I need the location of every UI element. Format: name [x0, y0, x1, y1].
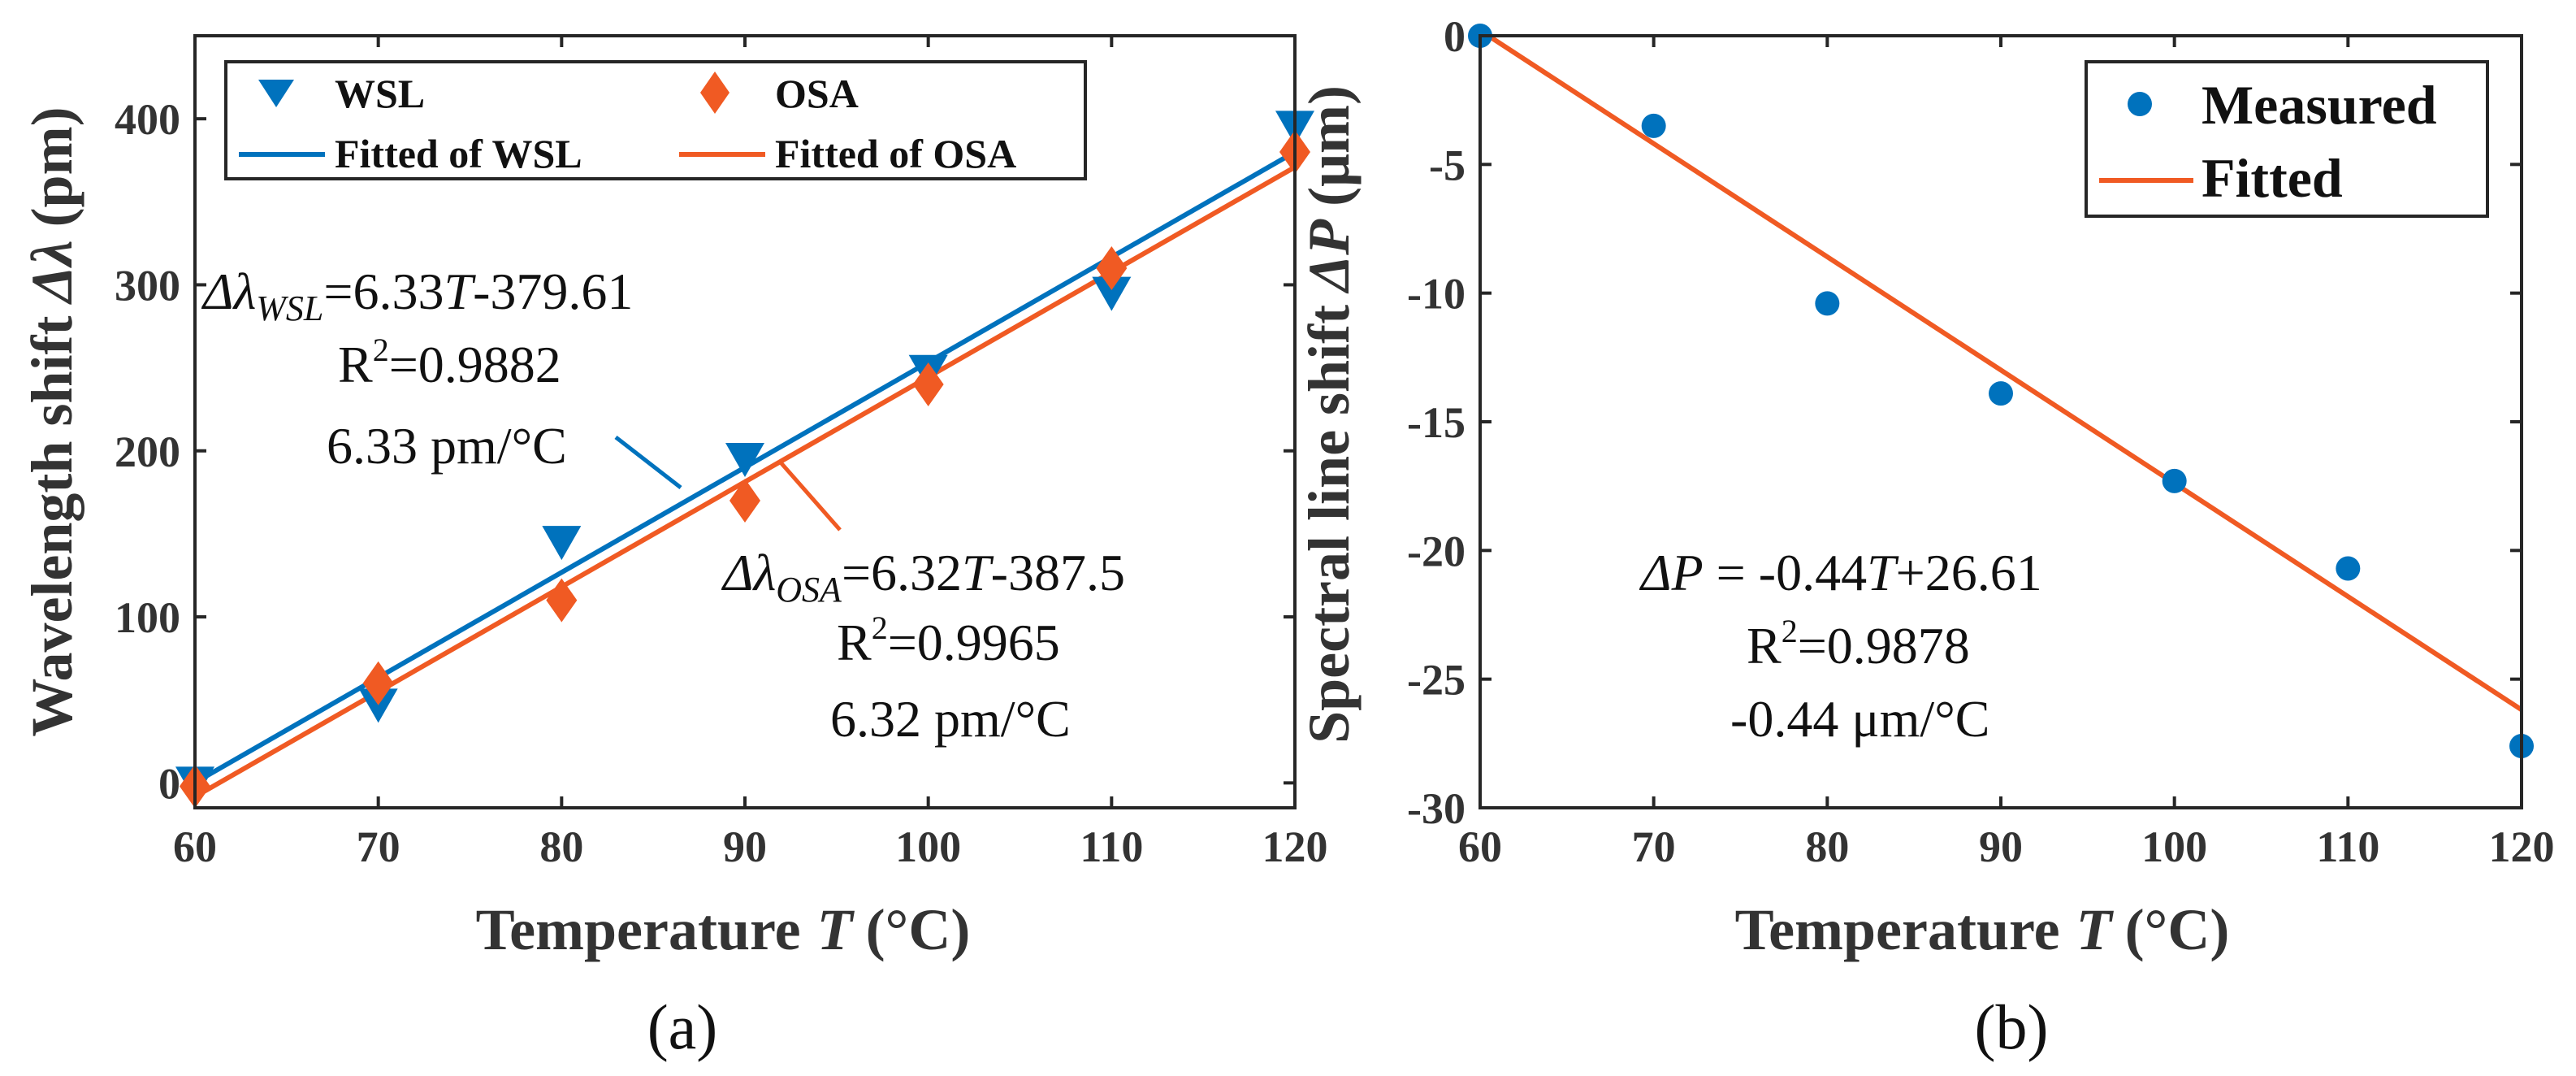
panel-b-x-axis-label: Temperature T (°C) — [1735, 897, 2230, 962]
panel-b: 60 70 80 90 100 110 120 0 -5 -10 -15 -20 -25 -30 Spec… — [1297, 12, 2555, 1062]
b-sensitivity: -0.44 μm/°C — [1730, 690, 1989, 748]
panel-a-y-tick-label: 400 — [115, 95, 180, 144]
panel-b-y-tick-label: -25 — [1407, 656, 1466, 705]
panel-b-measured-point — [2336, 556, 2361, 581]
panel-a-legend-box — [224, 60, 1087, 180]
panel-a-y-tick-label: 100 — [115, 593, 180, 642]
panel-b-x-tick-label: 110 — [2316, 822, 2379, 871]
panel-b-x-tick-label: 70 — [1632, 822, 1676, 871]
panel-b-annotation: ΔP = -0.44T+26.61 R2=0.9878 -0.44 μm/°C — [1639, 544, 2042, 748]
panel-b-fit-line-0 — [1478, 28, 2523, 712]
panel-a-x-axis-label: Temperature T (°C) — [476, 897, 971, 962]
panel-a-osa-point — [730, 479, 760, 523]
panel-a-x-tick-label: 80 — [539, 822, 583, 871]
panel-b-y-tick-label: -10 — [1407, 270, 1466, 319]
panel-b-measured-point — [1815, 291, 1840, 316]
panel-b-x-tick-label: 120 — [2489, 822, 2555, 871]
panel-a-osa-point — [362, 661, 394, 705]
panel-a-wsl-point — [542, 526, 582, 561]
panel-a-wsl-point — [725, 442, 764, 477]
legend-osa-marker — [700, 72, 730, 114]
panel-a-osa-point — [912, 362, 944, 407]
panel-a-y-axis-label: Wavelength shiftΔλ(pm) — [19, 106, 84, 736]
panel-a-x-tick-label: 100 — [895, 822, 961, 871]
panel-b-legend: Measured Fitted — [2085, 60, 2489, 218]
wsl-r2: R2=0.9882 — [338, 332, 561, 393]
panel-a-wsl-point — [1092, 276, 1132, 311]
panel-a-x-tick-label: 110 — [1080, 822, 1143, 871]
panel-b-x-tick-label: 90 — [1979, 822, 2023, 871]
legend-fitted-label: Fitted — [2202, 147, 2343, 209]
panel-a-wsl-point — [358, 688, 398, 723]
panel-a-x-tick-label: 60 — [173, 822, 217, 871]
panel-a-y-tick-label: 200 — [115, 427, 180, 476]
osa-sensitivity: 6.32 pm/°C — [830, 690, 1071, 748]
panel-b-y-tick-label: -15 — [1407, 398, 1466, 447]
panel-b-measured-point — [1641, 113, 1666, 138]
legend-wsl-label: WSL — [335, 71, 425, 116]
legend-fit-wsl-label: Fitted of WSL — [335, 131, 582, 176]
osa-annotation-arrow — [778, 460, 842, 531]
panel-a-annotation-wsl: ΔλWSL=6.33T-379.61 R2=0.9882 6.33 pm/°C — [201, 262, 682, 489]
panel-b-x-tick-label: 60 — [1458, 822, 1502, 871]
panel-a-x-tick-label: 90 — [723, 822, 767, 871]
legend-measured-marker — [2128, 92, 2152, 116]
panel-b-y-tick-label: -30 — [1407, 784, 1466, 833]
legend-wsl-marker — [258, 80, 294, 107]
panel-b-measured-point — [1989, 381, 2013, 406]
wsl-equation: ΔλWSL=6.33T-379.61 — [201, 262, 633, 328]
panel-b-caption: (b) — [1975, 991, 2049, 1062]
wsl-sensitivity: 6.33 pm/°C — [327, 417, 567, 475]
panel-a-osa-point — [546, 578, 578, 623]
panel-a-x-tick-label: 120 — [1262, 822, 1328, 871]
panel-a-caption: (a) — [647, 991, 718, 1062]
b-equation: ΔP = -0.44T+26.61 — [1639, 544, 2042, 601]
osa-r2: R2=0.9965 — [837, 610, 1060, 671]
panel-b-y-tick-label: -20 — [1407, 527, 1466, 575]
panel-b-x-tick-label: 80 — [1805, 822, 1849, 871]
panel-b-x-tick-label: 100 — [2141, 822, 2207, 871]
panel-b-plot-frame — [1478, 34, 2523, 809]
osa-equation: ΔλOSA=6.32T-387.5 — [721, 544, 1125, 610]
legend-measured-label: Measured — [2202, 74, 2437, 136]
panel-a-legend: WSL OSA Fitted of WSL Fitted of OSA — [224, 60, 1087, 180]
wsl-annotation-arrow — [614, 436, 682, 489]
panel-a-plot-frame — [193, 34, 1297, 809]
panel-a-annotation-osa: ΔλOSA=6.32T-387.5 R2=0.9965 6.32 pm/°C — [721, 460, 1125, 748]
panel-b-legend-box — [2085, 60, 2489, 218]
panel-b-y-tick-label: -5 — [1429, 141, 1466, 189]
panel-a-x-tick-label: 70 — [357, 822, 400, 871]
legend-fit-osa-label: Fitted of OSA — [775, 131, 1016, 176]
panel-a-osa-point — [1096, 246, 1128, 291]
panel-b-measured-point — [2162, 468, 2187, 493]
legend-osa-label: OSA — [775, 71, 859, 116]
b-r2: R2=0.9878 — [1747, 613, 1970, 675]
panel-a-y-tick-label: 300 — [115, 261, 180, 310]
panel-b-y-tick-label: 0 — [1444, 12, 1466, 61]
panel-b-y-axis-label: Spectral line shiftΔP(μm) — [1297, 85, 1362, 744]
